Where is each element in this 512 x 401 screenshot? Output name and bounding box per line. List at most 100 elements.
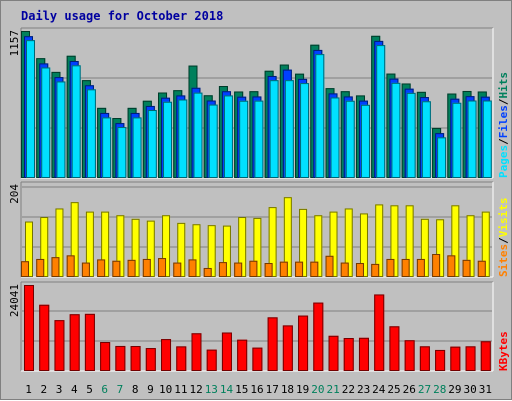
bar-fill [132,117,142,178]
bar-fill [193,92,203,178]
bar-edge [421,101,431,178]
bar-fill [238,217,247,277]
x-tick-label-day-24: 24 [372,383,386,396]
bar-fill [299,208,308,277]
bar-edge [462,259,471,277]
legend: Sites/Visits [497,198,510,278]
x-tick-label-day-18: 18 [281,383,294,396]
bar-edge [295,261,304,277]
bar-edge [142,258,151,277]
bar-edge [127,259,136,277]
legend-files: Files [497,105,510,138]
y-max-label: 1157 [8,30,21,57]
bar-fill [69,314,80,371]
bar-edge [56,81,66,178]
bar-edge [313,302,324,371]
bar-fill [295,261,304,277]
bar-edge [163,101,173,178]
y-max-label: 204 [8,184,21,204]
bar-sites-day-14 [218,262,227,277]
bar-edge [239,100,249,178]
bar-fill [315,54,325,178]
bar-fill [420,218,429,277]
bar-fill [450,346,461,371]
bar-edge [252,347,263,372]
bar-fill [40,217,49,277]
bar-fill [239,100,249,178]
bar-kbytes-day-29 [450,346,461,371]
x-tick-label-day-25: 25 [387,383,400,396]
bar-fill [223,95,233,178]
bar-edge [117,127,127,178]
bar-edge [188,259,197,278]
bar-fill [435,349,446,371]
bar-kbytes-day-26 [404,340,415,372]
bar-edge [284,80,294,178]
bar-sites-day-11 [173,262,182,278]
bar-fill [482,100,492,178]
bar-pages-day-29 [452,102,462,178]
legend-visits: Visits [497,198,510,238]
x-tick-label-day-17: 17 [266,383,279,396]
bar-edge [340,262,349,278]
bar-edge [282,325,293,372]
bar-pages-day-8 [132,117,142,178]
bar-fill [158,258,167,277]
bar-edge [404,340,415,372]
bar-fill [145,348,156,371]
bar-sites-day-2 [36,258,45,277]
legend-separator: / [497,98,510,105]
bar-edge [97,259,106,278]
x-tick-label-day-13: 13 [205,383,218,396]
legend-kbytes: KBytes [497,331,510,371]
bar-edge [71,65,81,178]
bar-sites-day-7 [112,260,121,278]
bar-kbytes-day-21 [328,335,339,371]
x-tick-label-day-27: 27 [418,383,431,396]
bar-fill [466,215,475,277]
bar-fill [437,137,447,178]
bar-edge [86,89,96,178]
x-tick-label-day-21: 21 [327,383,340,396]
bar-pages-day-4 [71,65,81,178]
bar-edge [376,45,386,178]
bar-pages-day-3 [56,81,66,178]
bar-pages-day-1 [26,40,35,178]
bar-edge [102,117,112,178]
bar-fill [419,346,430,371]
bar-kbytes-day-18 [282,325,293,372]
bar-kbytes-day-10 [161,339,172,372]
bar-kbytes-day-24 [374,294,385,371]
bar-edge [36,258,45,277]
bar-fill [115,345,126,371]
bar-edge [452,102,462,178]
bar-kbytes-day-2 [39,304,50,371]
bar-fill [386,258,395,277]
bar-kbytes-day-3 [54,320,65,372]
bar-pages-day-26 [406,92,416,178]
bar-pages-day-5 [86,89,96,178]
bar-edge [158,258,167,278]
bar-fill [161,339,172,371]
bar-fill [85,211,94,277]
bar-fill [234,262,243,277]
x-tick-label-day-26: 26 [403,383,416,396]
bar-fill [163,101,173,178]
bar-fill [267,317,278,371]
bar-fill [221,332,232,371]
legend: KBytes [497,331,510,371]
bar-fill [268,207,277,277]
bar-fill [39,304,50,371]
bar-fill [192,224,201,277]
bar-edge [84,313,95,372]
bar-fill [178,99,188,178]
bar-fill [237,339,248,371]
bar-sites-day-13 [203,267,212,277]
bar-sites-day-22 [340,262,349,278]
bar-edge [447,255,456,277]
bar-fill [279,261,288,277]
bar-edge [345,100,355,178]
bar-pages-day-21 [330,97,340,178]
bar-fill [56,81,66,178]
